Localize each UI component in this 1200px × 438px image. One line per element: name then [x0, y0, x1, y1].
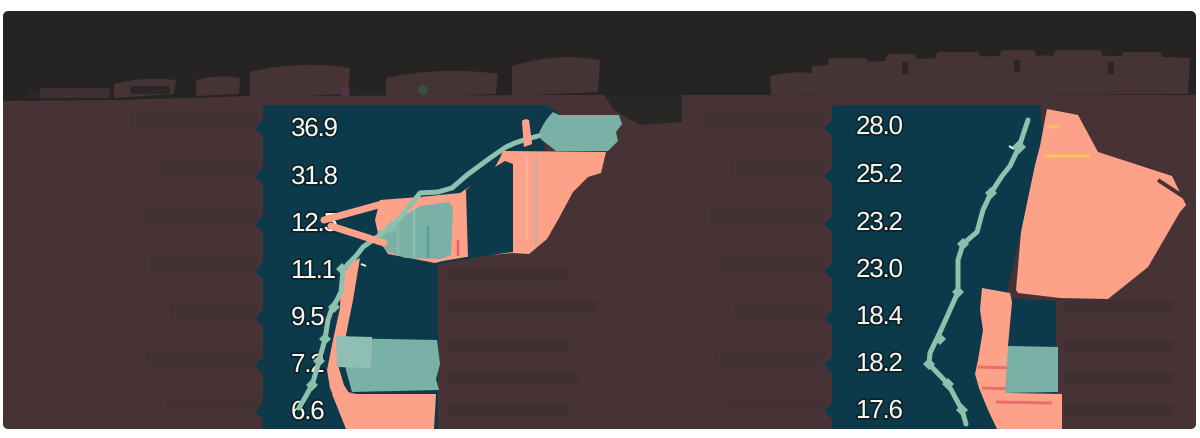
- svg-text:18.4: 18.4: [856, 300, 903, 330]
- svg-text:12.5: 12.5: [291, 207, 338, 237]
- svg-text:36.9: 36.9: [291, 112, 338, 142]
- svg-text:11.1: 11.1: [291, 254, 336, 284]
- svg-text:18.2: 18.2: [856, 347, 903, 377]
- svg-text:23.2: 23.2: [856, 206, 903, 236]
- svg-text:6.6: 6.6: [291, 395, 324, 425]
- svg-text:9.5: 9.5: [291, 301, 324, 331]
- svg-text:31.8: 31.8: [291, 160, 338, 190]
- svg-text:17.6: 17.6: [856, 394, 903, 424]
- svg-text:23.0: 23.0: [856, 253, 903, 283]
- svg-text:28.0: 28.0: [856, 110, 903, 140]
- svg-text:25.2: 25.2: [856, 158, 903, 188]
